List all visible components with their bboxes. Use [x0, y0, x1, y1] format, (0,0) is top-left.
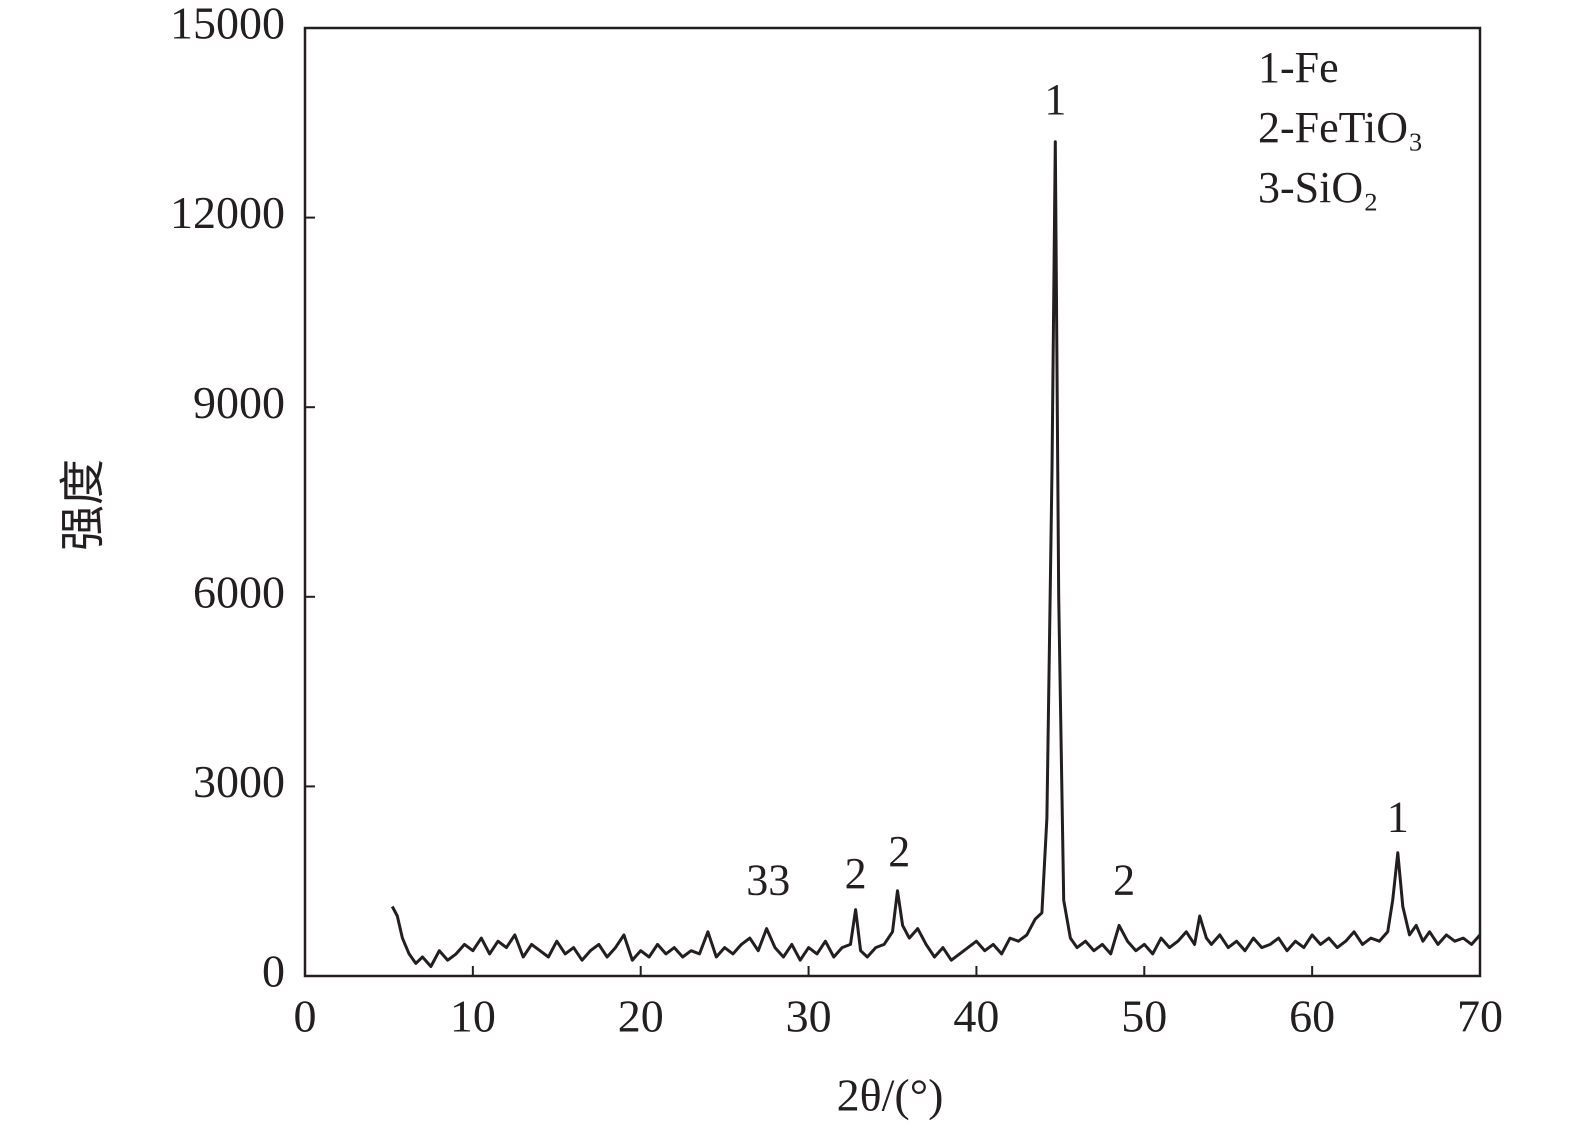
legend-entry: 3-SiO₂	[1258, 163, 1378, 212]
peak-label: 2	[888, 827, 910, 876]
y-tick-label: 15000	[170, 0, 285, 49]
y-tick-label: 9000	[193, 377, 285, 428]
x-tick-label: 0	[294, 991, 317, 1042]
peak-label: 2	[1113, 855, 1135, 904]
y-tick-label: 0	[262, 946, 285, 997]
x-tick-label: 60	[1289, 991, 1335, 1042]
legend-entry: 2-FeTiO₃	[1258, 103, 1423, 152]
y-tick-label: 3000	[193, 756, 285, 807]
data-line	[390, 140, 1482, 968]
y-tick-label: 12000	[170, 187, 285, 238]
peak-label: 33	[746, 855, 790, 904]
x-tick-label: 70	[1457, 991, 1503, 1042]
x-tick-label: 40	[953, 991, 999, 1042]
x-tick-label: 10	[450, 991, 496, 1042]
plot-frame	[303, 26, 1482, 978]
x-tick-label: 30	[786, 991, 832, 1042]
legend-entry: 1-Fe	[1258, 43, 1339, 92]
peak-label: 1	[1044, 75, 1066, 124]
peak-label: 1	[1387, 792, 1409, 841]
x-axis-label: 2θ/(°)	[837, 1070, 944, 1121]
x-tick-label: 20	[618, 991, 664, 1042]
peak-label: 2	[845, 849, 867, 898]
y-axis-label: 强度	[58, 459, 109, 551]
y-tick-label: 6000	[193, 566, 285, 617]
x-tick-label: 50	[1121, 991, 1167, 1042]
